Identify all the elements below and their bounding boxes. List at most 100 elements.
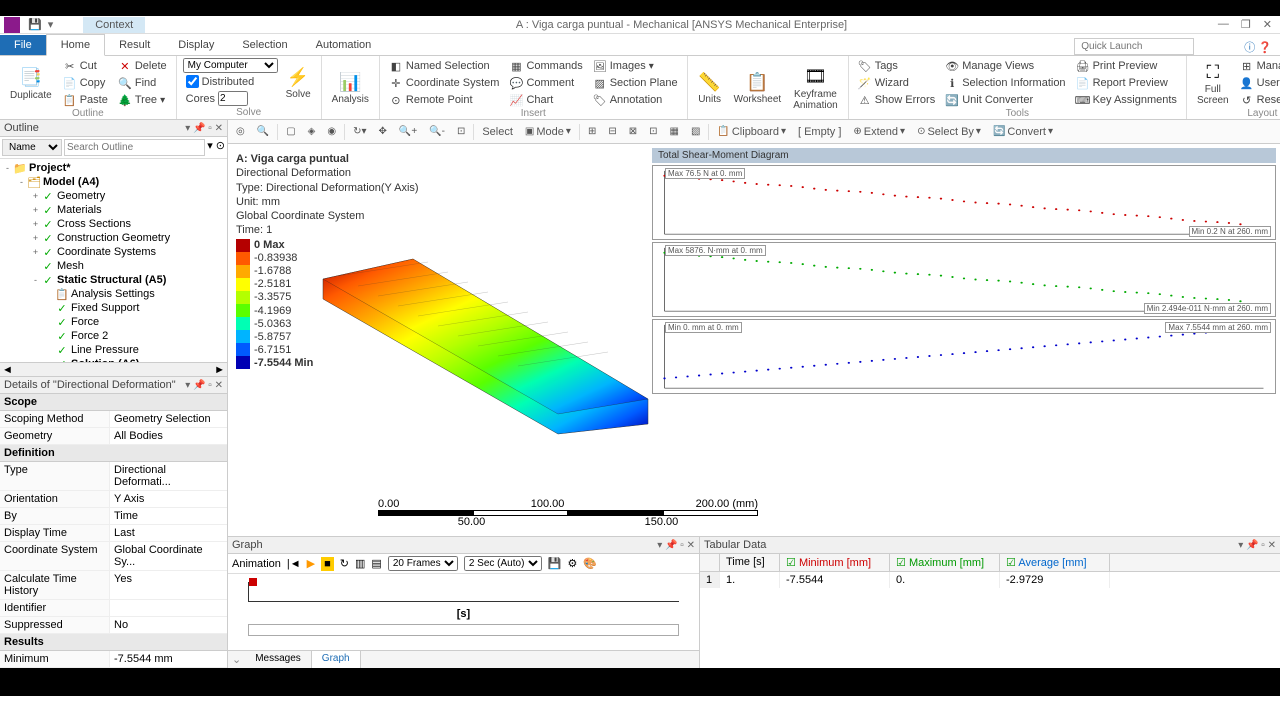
details-pin-buttons[interactable]: ▾ 📌 ▫ ✕	[185, 380, 223, 391]
tb-shaded-icon[interactable]: ◉	[323, 124, 340, 139]
tab-result[interactable]: Result	[105, 35, 164, 55]
tree-node[interactable]: ✓Force	[2, 315, 225, 329]
tb-fit-icon[interactable]: ⊡	[453, 124, 469, 139]
tb-wireframe-icon[interactable]: ◈	[304, 124, 320, 139]
outline-filter-select[interactable]: Name	[2, 139, 62, 156]
tb-pan-icon[interactable]: ✥	[374, 124, 390, 139]
details-row[interactable]: Coordinate SystemGlobal Coordinate Sy...	[0, 542, 227, 571]
tree-node[interactable]: -📁Project*	[2, 161, 225, 175]
reset-layout-button[interactable]: ↺Reset Layout	[1237, 92, 1280, 108]
tab-selection[interactable]: Selection	[228, 35, 301, 55]
manage-layout-button[interactable]: ⊞Manage▾	[1237, 58, 1280, 74]
commands-button[interactable]: ▦Commands	[506, 58, 585, 74]
units-button[interactable]: 📏Units	[694, 58, 726, 117]
anim-export-icon[interactable]: 💾	[548, 557, 562, 570]
details-row[interactable]: Scoping MethodGeometry Selection	[0, 411, 227, 428]
manage-views-button[interactable]: 👁Manage Views	[942, 58, 1068, 74]
tb-mode-button[interactable]: ▣ Mode▾	[521, 124, 575, 140]
details-row[interactable]: OrientationY Axis	[0, 491, 227, 508]
tree-node[interactable]: +✓Geometry	[2, 189, 225, 203]
tb-filter1-icon[interactable]: ⊞	[584, 124, 600, 139]
distributed-checkbox[interactable]: Distributed	[183, 74, 278, 89]
analysis-button[interactable]: 📊Analysis	[328, 58, 373, 117]
graph-tab-toggle[interactable]: ⌄	[228, 651, 245, 668]
anim-play-icon[interactable]: ▶	[307, 557, 315, 570]
outline-scrollbar[interactable]: ◄►	[0, 362, 227, 376]
outline-search-dropdown[interactable]: ▾ ⊙	[207, 139, 225, 156]
named-selection-button[interactable]: ◧Named Selection	[386, 58, 503, 74]
outline-tree[interactable]: -📁Project*-🗂Model (A4)+✓Geometry+✓Materi…	[0, 159, 227, 362]
tree-node[interactable]: +✓Materials	[2, 203, 225, 217]
print-preview-button[interactable]: 🖨Print Preview	[1073, 58, 1180, 74]
help-icon[interactable]: ⓘ ❓	[1244, 39, 1272, 55]
tb-box-icon[interactable]: ▢	[282, 124, 299, 139]
tree-node[interactable]: +✓Coordinate Systems	[2, 245, 225, 259]
remote-point-button[interactable]: ⊙Remote Point	[386, 92, 503, 108]
details-row[interactable]: SuppressedNo	[0, 617, 227, 634]
qat-save-icon[interactable]: 💾	[28, 18, 42, 31]
user-defined-button[interactable]: 👤User Defined▾	[1237, 75, 1280, 91]
graph-tab[interactable]: Graph	[312, 651, 361, 668]
tree-button[interactable]: 🌲Tree▾	[115, 92, 170, 108]
tree-node[interactable]: ✓Mesh	[2, 259, 225, 273]
viewport[interactable]: A: Viga carga puntual Directional Deform…	[228, 144, 1280, 536]
tree-node[interactable]: ✓Force 2	[2, 329, 225, 343]
anim-stop-icon[interactable]: ■	[321, 557, 334, 571]
worksheet-button[interactable]: 📋Worksheet	[730, 58, 786, 117]
quick-access-toolbar[interactable]: 💾 ▾	[28, 18, 53, 31]
annotation-button[interactable]: 🏷Annotation	[590, 92, 681, 108]
tb-clipboard-button[interactable]: 📋 Clipboard▾	[713, 124, 790, 140]
anim-mode1-icon[interactable]: ▥	[355, 557, 365, 570]
anim-first-icon[interactable]: |◄	[287, 558, 301, 570]
coord-system-button[interactable]: ✛Coordinate System	[386, 75, 503, 91]
tabular-row[interactable]: 1 1. -7.5544 0. -2.9729	[700, 572, 1280, 588]
tb-zoom-icon[interactable]: 🔍	[253, 124, 273, 139]
tb-empty-button[interactable]: [ Empty ]	[794, 124, 845, 140]
cut-button[interactable]: ✂Cut	[60, 58, 111, 74]
wizard-button[interactable]: 🪄Wizard	[855, 75, 939, 91]
chart-button[interactable]: 📈Chart	[506, 92, 585, 108]
duplicate-button[interactable]: 📑Duplicate	[6, 58, 56, 108]
tree-node[interactable]: +✓Cross Sections	[2, 217, 225, 231]
details-grid[interactable]: ScopeScoping MethodGeometry SelectionGeo…	[0, 394, 227, 668]
view-3d[interactable]: A: Viga carga puntual Directional Deform…	[228, 144, 648, 536]
tb-filter6-icon[interactable]: ▧	[687, 124, 704, 139]
outline-search-input[interactable]	[64, 139, 205, 156]
details-row[interactable]: TypeDirectional Deformati...	[0, 462, 227, 491]
comment-button[interactable]: 💬Comment	[506, 75, 585, 91]
section-plane-button[interactable]: ▨Section Plane	[590, 75, 681, 91]
graph-slider[interactable]	[248, 624, 679, 636]
tb-zoomin-icon[interactable]: 🔍+	[395, 124, 421, 139]
outline-pin-buttons[interactable]: ▾ 📌 ▫ ✕	[185, 123, 223, 134]
tb-select-button[interactable]: Select	[478, 124, 517, 140]
tree-node[interactable]: +✓Construction Geometry	[2, 231, 225, 245]
tb-orient-icon[interactable]: ◎	[232, 124, 249, 139]
selection-info-button[interactable]: ℹSelection Information	[942, 75, 1068, 91]
unit-converter-button[interactable]: 🔄Unit Converter	[942, 92, 1068, 108]
images-button[interactable]: 🖼Images▾	[590, 58, 681, 74]
tree-node[interactable]: ✓Line Pressure	[2, 343, 225, 357]
full-screen-button[interactable]: ⛶Full Screen	[1193, 58, 1233, 108]
tb-zoomout-icon[interactable]: 🔍-	[425, 124, 449, 139]
details-row[interactable]: Calculate Time HistoryYes	[0, 571, 227, 600]
key-assignments-button[interactable]: ⌨Key Assignments	[1073, 92, 1180, 108]
tree-node[interactable]: -✓Static Structural (A5)	[2, 273, 225, 287]
keyframe-button[interactable]: 🎞Keyframe Animation	[789, 58, 841, 117]
anim-color-icon[interactable]: 🎨	[583, 557, 597, 570]
tb-filter3-icon[interactable]: ⊠	[625, 124, 641, 139]
minimize-button[interactable]: —	[1218, 18, 1229, 31]
maximize-button[interactable]: ❐	[1241, 18, 1251, 31]
show-errors-button[interactable]: ⚠Show Errors	[855, 92, 939, 108]
details-row[interactable]: ByTime	[0, 508, 227, 525]
tb-convert-button[interactable]: 🔄 Convert▾	[989, 124, 1057, 140]
tb-filter5-icon[interactable]: ▦	[666, 124, 683, 139]
details-row[interactable]: GeometryAll Bodies	[0, 428, 227, 445]
tab-home[interactable]: Home	[46, 34, 105, 56]
solve-button[interactable]: ⚡Solve	[282, 58, 315, 107]
tree-node[interactable]: 📋Analysis Settings	[2, 287, 225, 301]
anim-mode2-icon[interactable]: ▤	[371, 557, 381, 570]
solver-target-select[interactable]: My Computer	[183, 58, 278, 73]
file-tab[interactable]: File	[0, 35, 46, 55]
delete-button[interactable]: ✕Delete	[115, 58, 170, 74]
tab-automation[interactable]: Automation	[302, 35, 386, 55]
